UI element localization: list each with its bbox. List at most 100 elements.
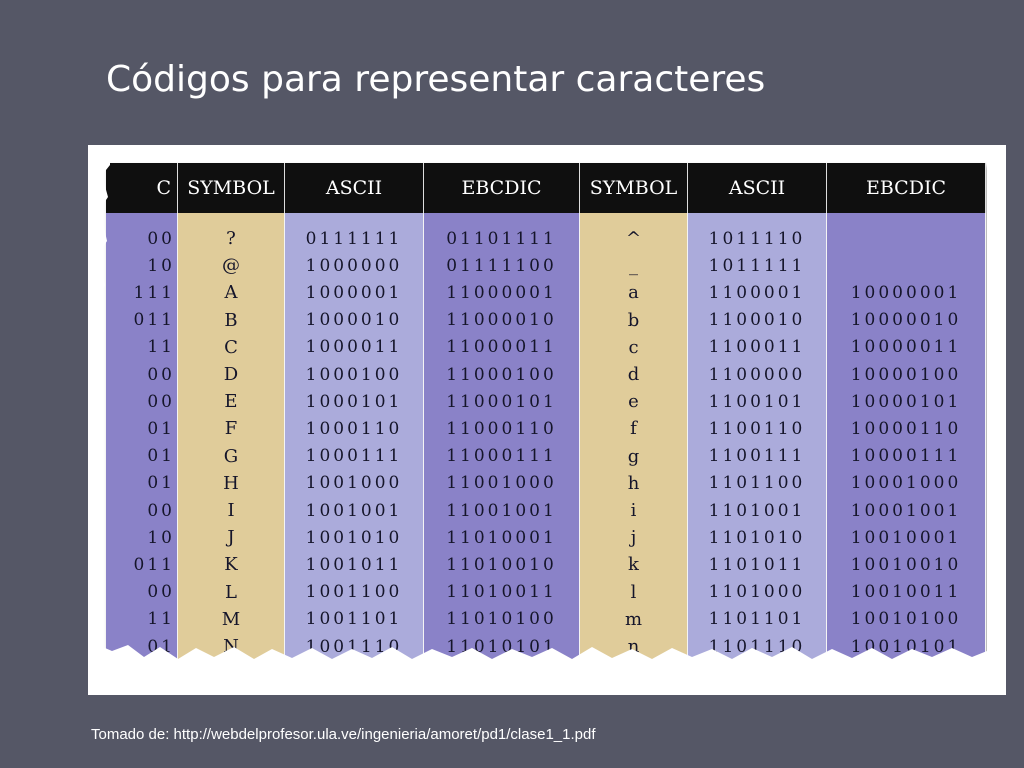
- table-cell: 10: [147, 255, 175, 276]
- table-cell: 1101010: [708, 527, 806, 548]
- table-cell: 00: [147, 228, 175, 249]
- table-cell: 11: [147, 609, 175, 630]
- table-cell: 11000101: [446, 391, 557, 412]
- table-cell: 10000001: [850, 282, 962, 303]
- table-cell: ^: [625, 228, 642, 249]
- table-cell: 11010010: [446, 554, 557, 575]
- table-cell: 01: [147, 446, 175, 467]
- column-header: EBCDIC: [424, 163, 580, 213]
- table-cell: B: [224, 309, 238, 331]
- table-cell: 10010010: [850, 554, 962, 575]
- table-cell: 01: [147, 418, 175, 439]
- table-cell: G: [223, 445, 239, 467]
- table-cell: 10000100: [850, 364, 962, 385]
- table-cell: 01101111: [446, 228, 557, 249]
- table-cell: [827, 225, 985, 252]
- table-cell: 1001010: [305, 527, 403, 548]
- column-header: C: [106, 163, 178, 213]
- table-cell: 1001001: [305, 500, 403, 521]
- table-cell: 11010011: [446, 582, 557, 603]
- table-column-ebcdic: 00 10 111 011 11 00 00 01 01 01 00 10 011 00 11 01: [106, 213, 178, 659]
- table-cell: 00: [147, 582, 175, 603]
- table-cell: 1101101: [708, 609, 806, 630]
- table-cell: 0111111: [305, 228, 403, 249]
- table-cell: 1100001: [708, 282, 806, 303]
- table-cell: 1001011: [305, 554, 403, 575]
- table-cell: 10010101: [850, 636, 962, 657]
- table-cell: ?: [226, 228, 236, 249]
- table-cell: 11001000: [446, 473, 557, 494]
- table-cell: D: [223, 364, 239, 385]
- table-column-symbol: ^ _ a b c d e f g h i j k l m n: [580, 213, 688, 659]
- table-cell: J: [227, 527, 235, 549]
- table-column-ebcdic: 10000001 10000010 10000011 10000100 10000101…: [827, 213, 986, 659]
- table-cell: 11010100: [446, 609, 557, 630]
- table-cell: 11000011: [446, 337, 557, 358]
- table-cell: m: [624, 608, 643, 630]
- table-cell: 10010001: [850, 527, 962, 548]
- table-cell: 00: [147, 500, 175, 521]
- table-cell: I: [227, 500, 235, 521]
- table-column-ebcdic: 01101111 01111100 11000001 11000010 11000011…: [424, 213, 580, 659]
- table-cell: A: [224, 282, 238, 304]
- table-cell: 01: [147, 473, 175, 494]
- table-cell: 1001000: [305, 473, 403, 494]
- table-cell: g: [627, 445, 640, 467]
- table-cell: K: [224, 554, 238, 576]
- table-cell: 11000110: [446, 418, 557, 439]
- column-header: EBCDIC: [827, 163, 986, 213]
- table-cell: 11000111: [446, 446, 557, 467]
- column-header: SYMBOL: [580, 163, 688, 213]
- table-cell: 1001100: [305, 582, 403, 603]
- table-cell: 1100101: [708, 391, 806, 412]
- table-cell: i: [630, 500, 637, 521]
- table-cell: c: [628, 336, 639, 358]
- table-column-ascii: 1011110 1011111 1100001 1100010 1100011 11000…: [688, 213, 827, 659]
- table-cell: 10001000: [850, 473, 962, 494]
- table-cell: 1100011: [708, 337, 806, 358]
- table-cell: 1011111: [708, 255, 806, 276]
- table-cell: 1101001: [708, 500, 806, 521]
- table-cell: 00: [147, 391, 175, 412]
- table-cell: 1101110: [708, 636, 806, 657]
- table-cell: [827, 252, 985, 279]
- table-cell: d: [627, 364, 640, 385]
- table-cell: 1100000: [708, 364, 806, 385]
- column-header: ASCII: [285, 163, 424, 213]
- table-cell: H: [223, 472, 239, 494]
- source-citation: Tomado de: http://webdelprofesor.ula.ve/…: [91, 726, 596, 743]
- table-cell: a: [628, 282, 639, 304]
- table-cell: 1000011: [305, 337, 403, 358]
- table-cell: 1101011: [708, 554, 806, 575]
- table-cell: f: [630, 418, 637, 440]
- table-cell: 1101100: [708, 473, 806, 494]
- table-cell: 10010100: [850, 609, 962, 630]
- table-cell: b: [627, 309, 640, 331]
- table-cell: 111: [133, 282, 175, 303]
- table-cell: E: [224, 391, 238, 413]
- table-cell: 11000001: [446, 282, 557, 303]
- table-cell: 10000110: [850, 418, 962, 439]
- table-cell: _: [629, 255, 638, 277]
- table-cell: 1000101: [305, 391, 403, 412]
- column-header: SYMBOL: [178, 163, 285, 213]
- table-cell: 1100111: [708, 446, 806, 467]
- table-cell: h: [627, 472, 640, 494]
- table-cell: 1000001: [305, 282, 403, 303]
- table-cell: N: [223, 636, 239, 657]
- table-cell: 10000101: [850, 391, 962, 412]
- table-cell: 1000000: [305, 255, 403, 276]
- table-cell: 11: [147, 337, 175, 358]
- table-cell: 10010011: [850, 582, 962, 603]
- table-cell: 1000010: [305, 310, 403, 331]
- table-cell: 11000010: [446, 310, 557, 331]
- table-cell: M: [221, 608, 241, 630]
- table-cell: e: [628, 391, 639, 413]
- table-cell: l: [630, 581, 637, 603]
- table-cell: F: [224, 418, 238, 440]
- table-cell: 1101000: [708, 582, 806, 603]
- table-cell: 11010101: [446, 636, 557, 657]
- table-cell: C: [224, 336, 238, 358]
- slide-title: Códigos para representar caracteres: [106, 59, 766, 100]
- table-cell: 01: [147, 636, 175, 657]
